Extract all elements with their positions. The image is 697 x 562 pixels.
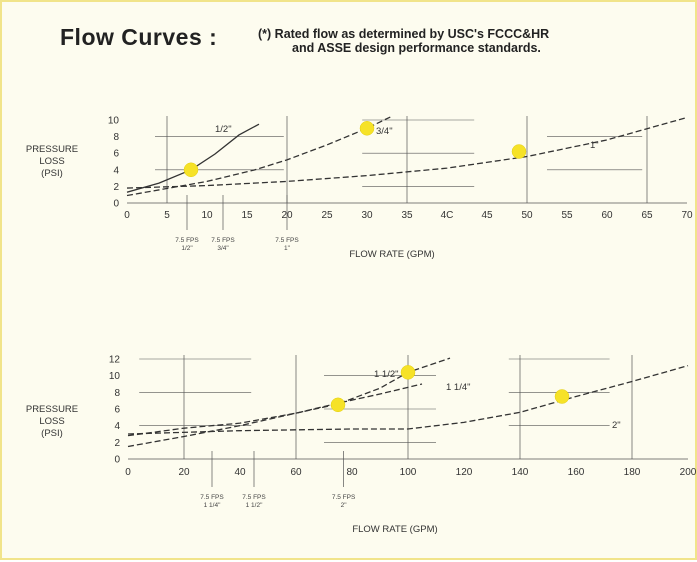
chart2-x-tick-label: 20 bbox=[178, 467, 190, 478]
chart2-y-axis-label: LOSS bbox=[39, 416, 64, 427]
chart1-series-label: 3/4" bbox=[376, 126, 393, 137]
header: Flow Curves : (*) Rated flow as determin… bbox=[60, 24, 690, 74]
chart1-x-tick-label: 10 bbox=[201, 210, 213, 221]
chart1-x-tick-label: 70 bbox=[681, 210, 693, 221]
chart1-rated-flow-point bbox=[511, 144, 527, 159]
chart1-x-tick-label: 5 bbox=[164, 210, 170, 221]
chart2-y-tick-label: 4 bbox=[114, 421, 120, 432]
chart1-velocity-marker-size: 3/4" bbox=[217, 245, 229, 252]
chart2-y-tick-label: 6 bbox=[114, 405, 120, 416]
chart2-x-tick-label: 140 bbox=[512, 467, 529, 478]
chart2-series-label: 1 1/2" bbox=[374, 369, 399, 380]
chart1-y-tick-label: 2 bbox=[113, 182, 119, 193]
chart2-x-tick-label: 40 bbox=[234, 467, 246, 478]
chart1-y-tick-label: 6 bbox=[113, 149, 119, 160]
chart1-y-axis-label: PRESSURE bbox=[26, 144, 78, 155]
chart2-velocity-marker-label: 7.5 FPS bbox=[332, 494, 356, 501]
chart1-x-tick-label: 35 bbox=[401, 210, 413, 221]
chart1-y-tick-label: 0 bbox=[113, 199, 119, 210]
chart2-rated-flow-point bbox=[400, 365, 416, 380]
chart2-series-label: 2" bbox=[612, 420, 621, 431]
chart1-y-tick-label: 4 bbox=[113, 165, 119, 176]
chart1-y-tick-label: 8 bbox=[113, 132, 119, 143]
chart2-x-tick-label: 160 bbox=[568, 467, 585, 478]
page-title: Flow Curves : bbox=[60, 24, 218, 50]
chart1-series-line bbox=[126, 123, 260, 193]
chart2-rated-flow-point bbox=[330, 397, 346, 413]
chart2-y-tick-label: 10 bbox=[109, 371, 121, 382]
chart2-x-tick-label: 60 bbox=[290, 467, 302, 478]
chart1-series-label: 1" bbox=[590, 140, 599, 151]
chart1-y-axis-label: (PSI) bbox=[41, 168, 63, 179]
chart2-y-axis-label: (PSI) bbox=[41, 428, 63, 439]
chart1-x-tick-label: 55 bbox=[561, 210, 573, 221]
chart1-x-tick-label: 15 bbox=[241, 210, 253, 221]
chart1-series-label: 1/2" bbox=[215, 124, 232, 135]
chart2-x-tick-label: 120 bbox=[456, 467, 473, 478]
chart2-y-tick-label: 0 bbox=[114, 455, 120, 466]
chart1-velocity-marker-label: 7.5 FPS bbox=[211, 237, 235, 244]
chart1-x-tick-label: 45 bbox=[481, 210, 493, 221]
chart2-velocity-marker-size: 1 1/2" bbox=[246, 502, 263, 509]
chart2-x-tick-label: 180 bbox=[624, 467, 641, 478]
chart2-x-tick-label: 100 bbox=[400, 467, 417, 478]
chart1-y-tick-label: 10 bbox=[108, 116, 120, 127]
chart1-x-tick-label: 65 bbox=[641, 210, 653, 221]
rating-note-line1: (*) Rated flow as determined by USC's FC… bbox=[258, 27, 550, 41]
chart1-x-tick-label: 30 bbox=[361, 210, 373, 221]
chart2-velocity-marker-label: 7.5 FPS bbox=[242, 494, 266, 501]
chart2-velocity-marker-label: 7.5 FPS bbox=[200, 494, 224, 501]
chart1-x-tick-label: 50 bbox=[521, 210, 533, 221]
chart1-x-axis-label: FLOW RATE (GPM) bbox=[349, 249, 434, 260]
chart1-series-line bbox=[126, 116, 392, 197]
chart1-y-axis-label: LOSS bbox=[39, 156, 64, 167]
chart2-rated-flow-point bbox=[554, 389, 570, 404]
chart1-rated-flow-point bbox=[183, 162, 199, 178]
chart1-x-tick-label: 4C bbox=[441, 210, 454, 221]
chart2-velocity-marker-size: 1 1/4" bbox=[204, 502, 221, 509]
chart2-y-tick-label: 12 bbox=[109, 355, 121, 366]
chart1-series-line bbox=[126, 116, 688, 189]
chart2-velocity-marker-size: 2" bbox=[341, 502, 348, 509]
chart1-x-tick-label: 0 bbox=[124, 210, 130, 221]
chart2-x-tick-label: 200 bbox=[680, 467, 697, 478]
chart1-x-tick-label: 25 bbox=[321, 210, 333, 221]
chart2-y-axis-label: PRESSURE bbox=[26, 404, 78, 415]
chart1-x-tick-label: 60 bbox=[601, 210, 613, 221]
chart2-x-tick-label: 80 bbox=[346, 467, 358, 478]
chart2-x-axis-label: FLOW RATE (GPM) bbox=[352, 524, 437, 535]
chart1-velocity-marker-size: 1/2" bbox=[181, 245, 193, 252]
chart1-velocity-marker-label: 7.5 FPS bbox=[175, 237, 199, 244]
chart2-y-tick-label: 2 bbox=[114, 438, 120, 449]
chart2-series-label: 1 1/4" bbox=[446, 382, 471, 393]
chart2-series-line bbox=[127, 383, 423, 437]
chart1-rated-flow-point bbox=[359, 121, 375, 136]
chart2-x-tick-label: 0 bbox=[125, 467, 131, 478]
chart2-series-line bbox=[127, 365, 689, 435]
chart1-velocity-marker-size: 1" bbox=[284, 245, 291, 252]
chart1-velocity-marker-label: 7.5 FPS bbox=[275, 237, 299, 244]
chart2-y-tick-label: 8 bbox=[114, 388, 120, 399]
rating-note-line2: and ASSE design performance standards. bbox=[292, 41, 541, 55]
